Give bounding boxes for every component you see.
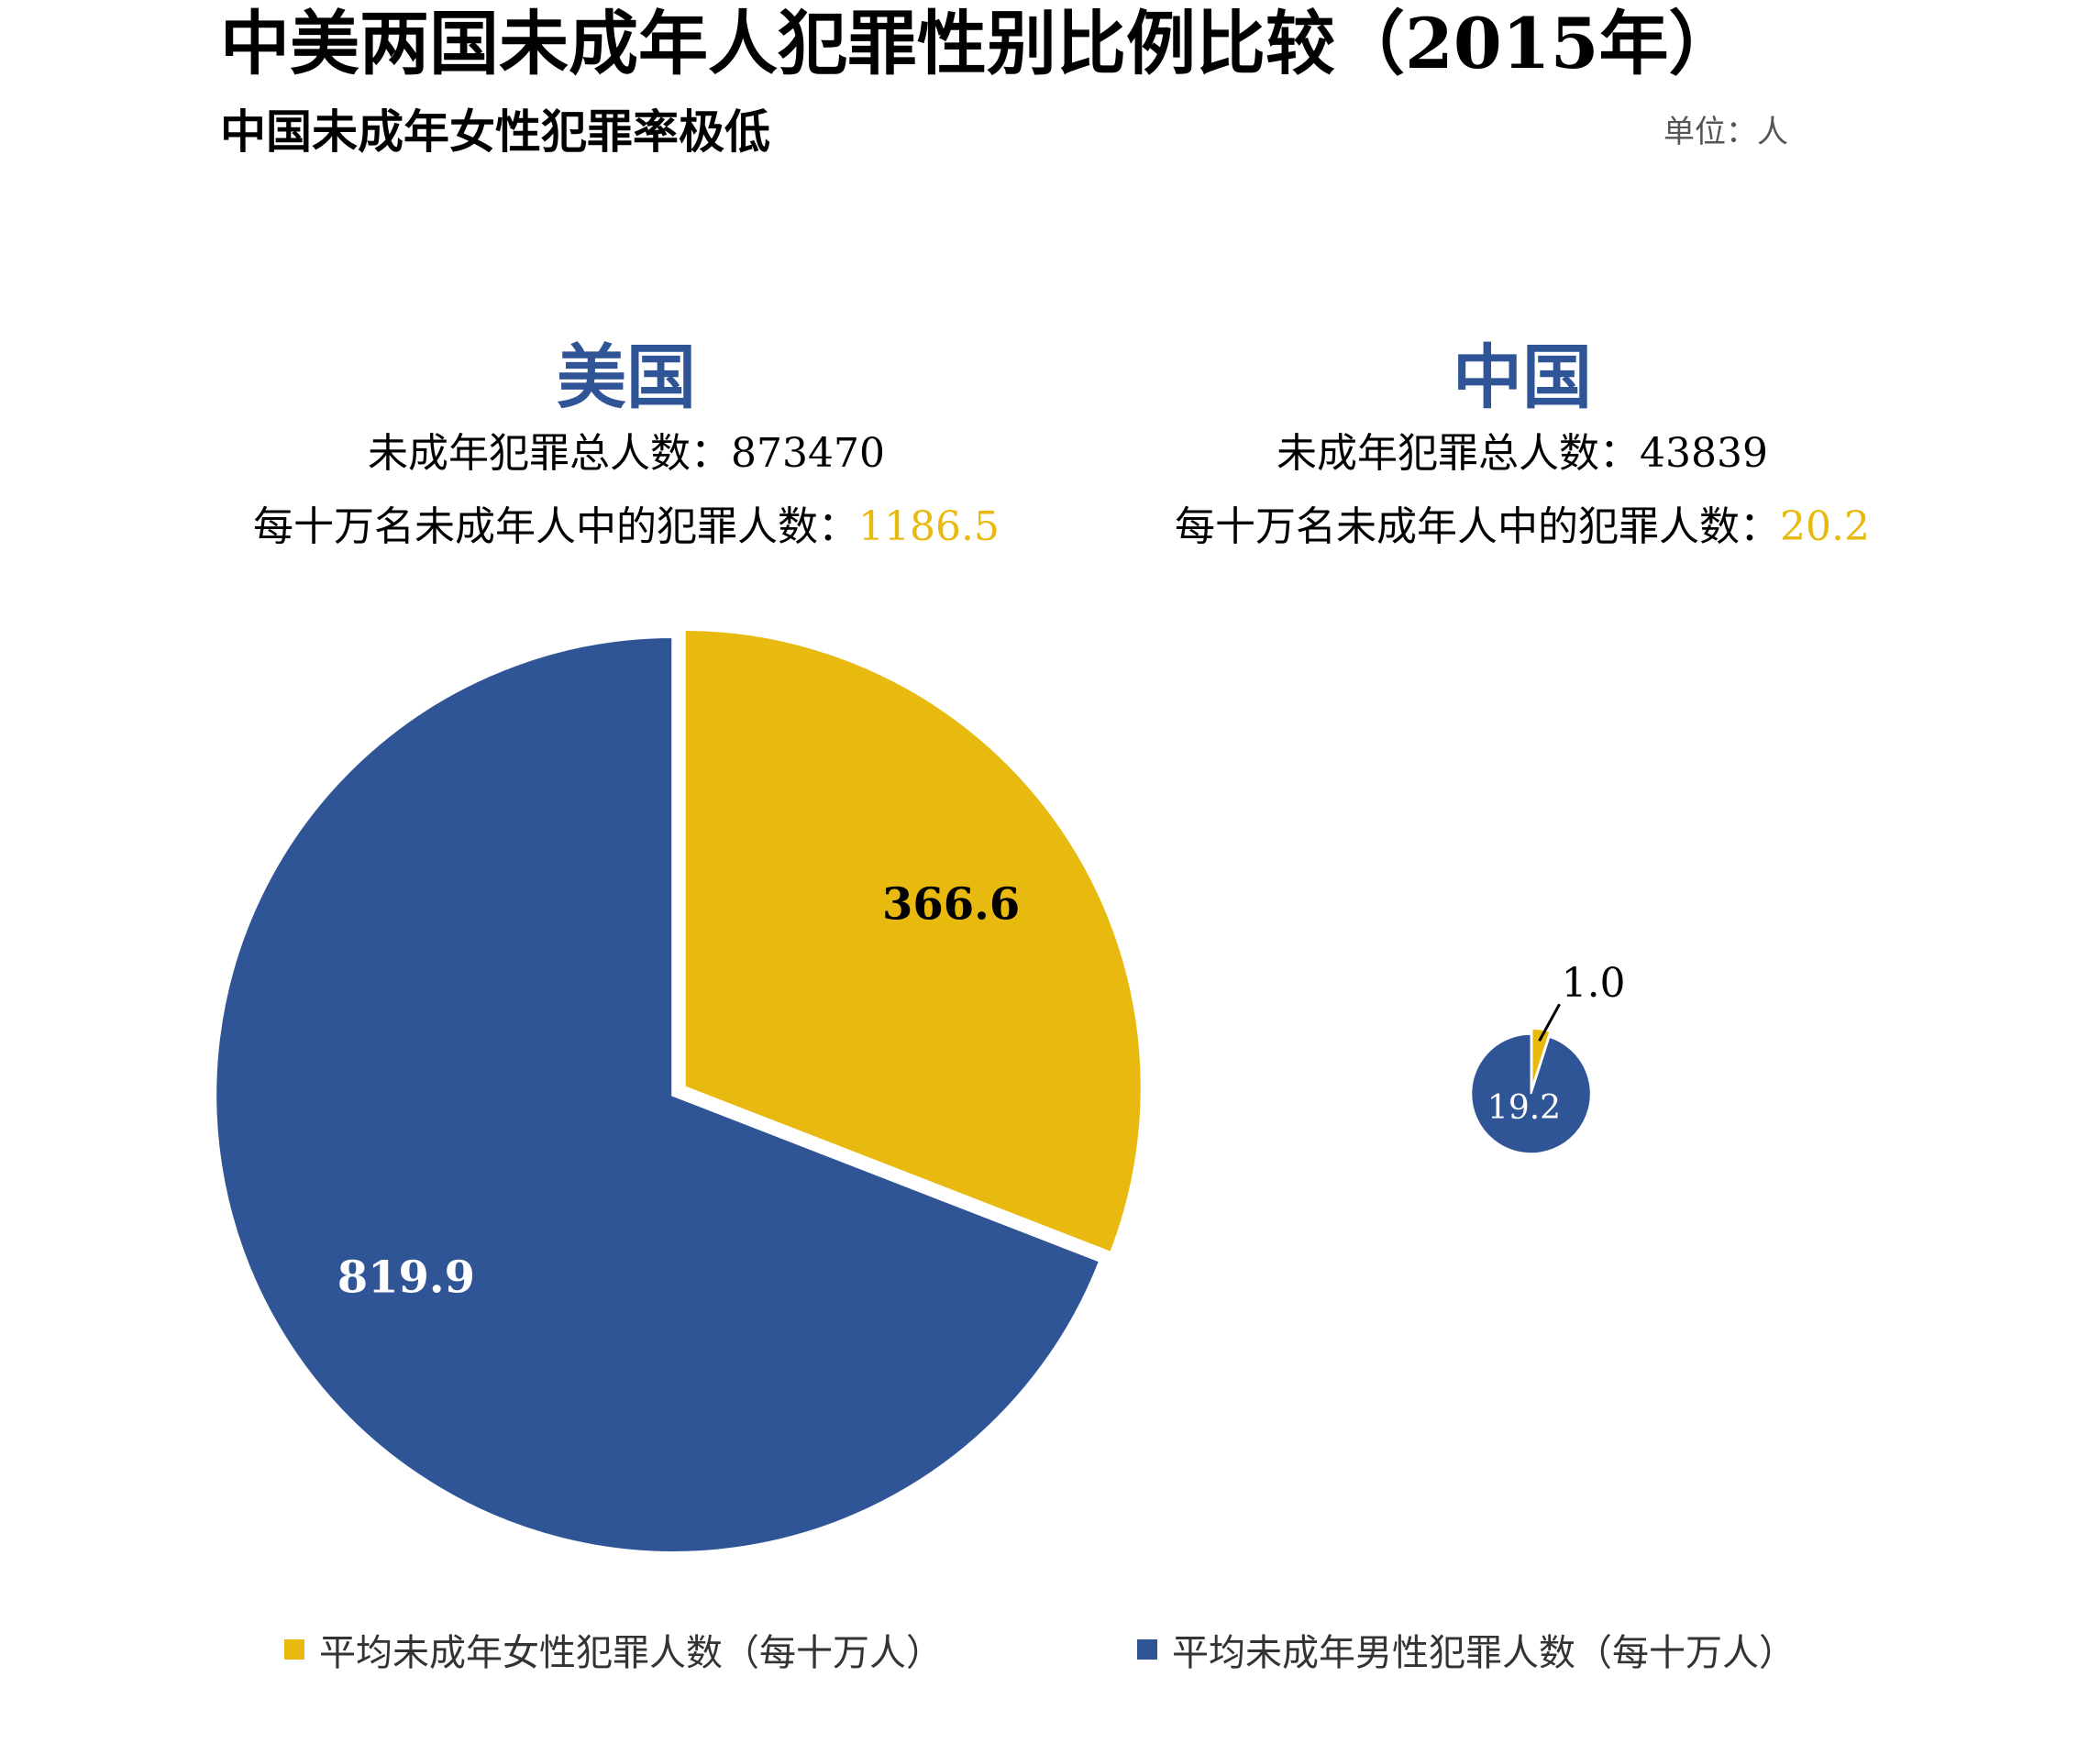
us-total-value: 873470 — [731, 430, 885, 477]
legend-label-female: 平均未成年女性犯罪人数（每十万人） — [319, 1633, 943, 1673]
china-total-label: 未成年犯罪总人数： — [1277, 430, 1640, 477]
legend-item-female: 平均未成年女性犯罪人数（每十万人） — [284, 1623, 943, 1676]
chart-subtitle: 中国未成年女性犯罪率极低 — [220, 105, 770, 159]
china-slice-female — [1531, 1027, 1552, 1089]
china-total-line: 未成年犯罪总人数：43839 — [1064, 420, 1981, 479]
china-rate-value: 20.2 — [1780, 503, 1870, 550]
us-data-label-male: 819.9 — [337, 1252, 475, 1303]
legend-swatch-female — [284, 1639, 304, 1660]
us-total-line: 未成年犯罪总人数：873470 — [168, 420, 1085, 479]
legend-item-male: 平均未成年男性犯罪人数（每十万人） — [1137, 1623, 1796, 1676]
china-rate-line: 每十万名未成年人中的犯罪人数：20.2 — [1064, 493, 1981, 552]
china-female-leader-line — [1538, 1003, 1561, 1042]
us-total-label: 未成年犯罪总人数： — [368, 430, 732, 477]
china-country-title: 中国 — [1453, 336, 1592, 418]
us-rate-value: 1186.5 — [858, 503, 1000, 550]
us-rate-label: 每十万名未成年人中的犯罪人数： — [253, 503, 859, 550]
china-data-label-female: 1.0 — [1562, 960, 1626, 1007]
us-slice-male — [213, 634, 1103, 1555]
china-data-label-male: 19.2 — [1487, 1089, 1561, 1127]
legend-label-male: 平均未成年男性犯罪人数（每十万人） — [1172, 1633, 1796, 1673]
china-slice-male — [1470, 1032, 1592, 1155]
china-total-value: 43839 — [1640, 430, 1768, 477]
chart-title: 中美两国未成年人犯罪性别比例比较（2015年） — [220, 3, 1739, 84]
us-data-label-female: 366.6 — [882, 879, 1020, 931]
legend-swatch-male — [1137, 1639, 1157, 1660]
china-rate-label: 每十万名未成年人中的犯罪人数： — [1175, 503, 1781, 550]
us-country-title: 美国 — [557, 336, 696, 418]
us-rate-line: 每十万名未成年人中的犯罪人数：1186.5 — [168, 493, 1085, 552]
us-slice-female — [681, 627, 1144, 1256]
unit-label: 单位：人 — [1663, 115, 1788, 149]
